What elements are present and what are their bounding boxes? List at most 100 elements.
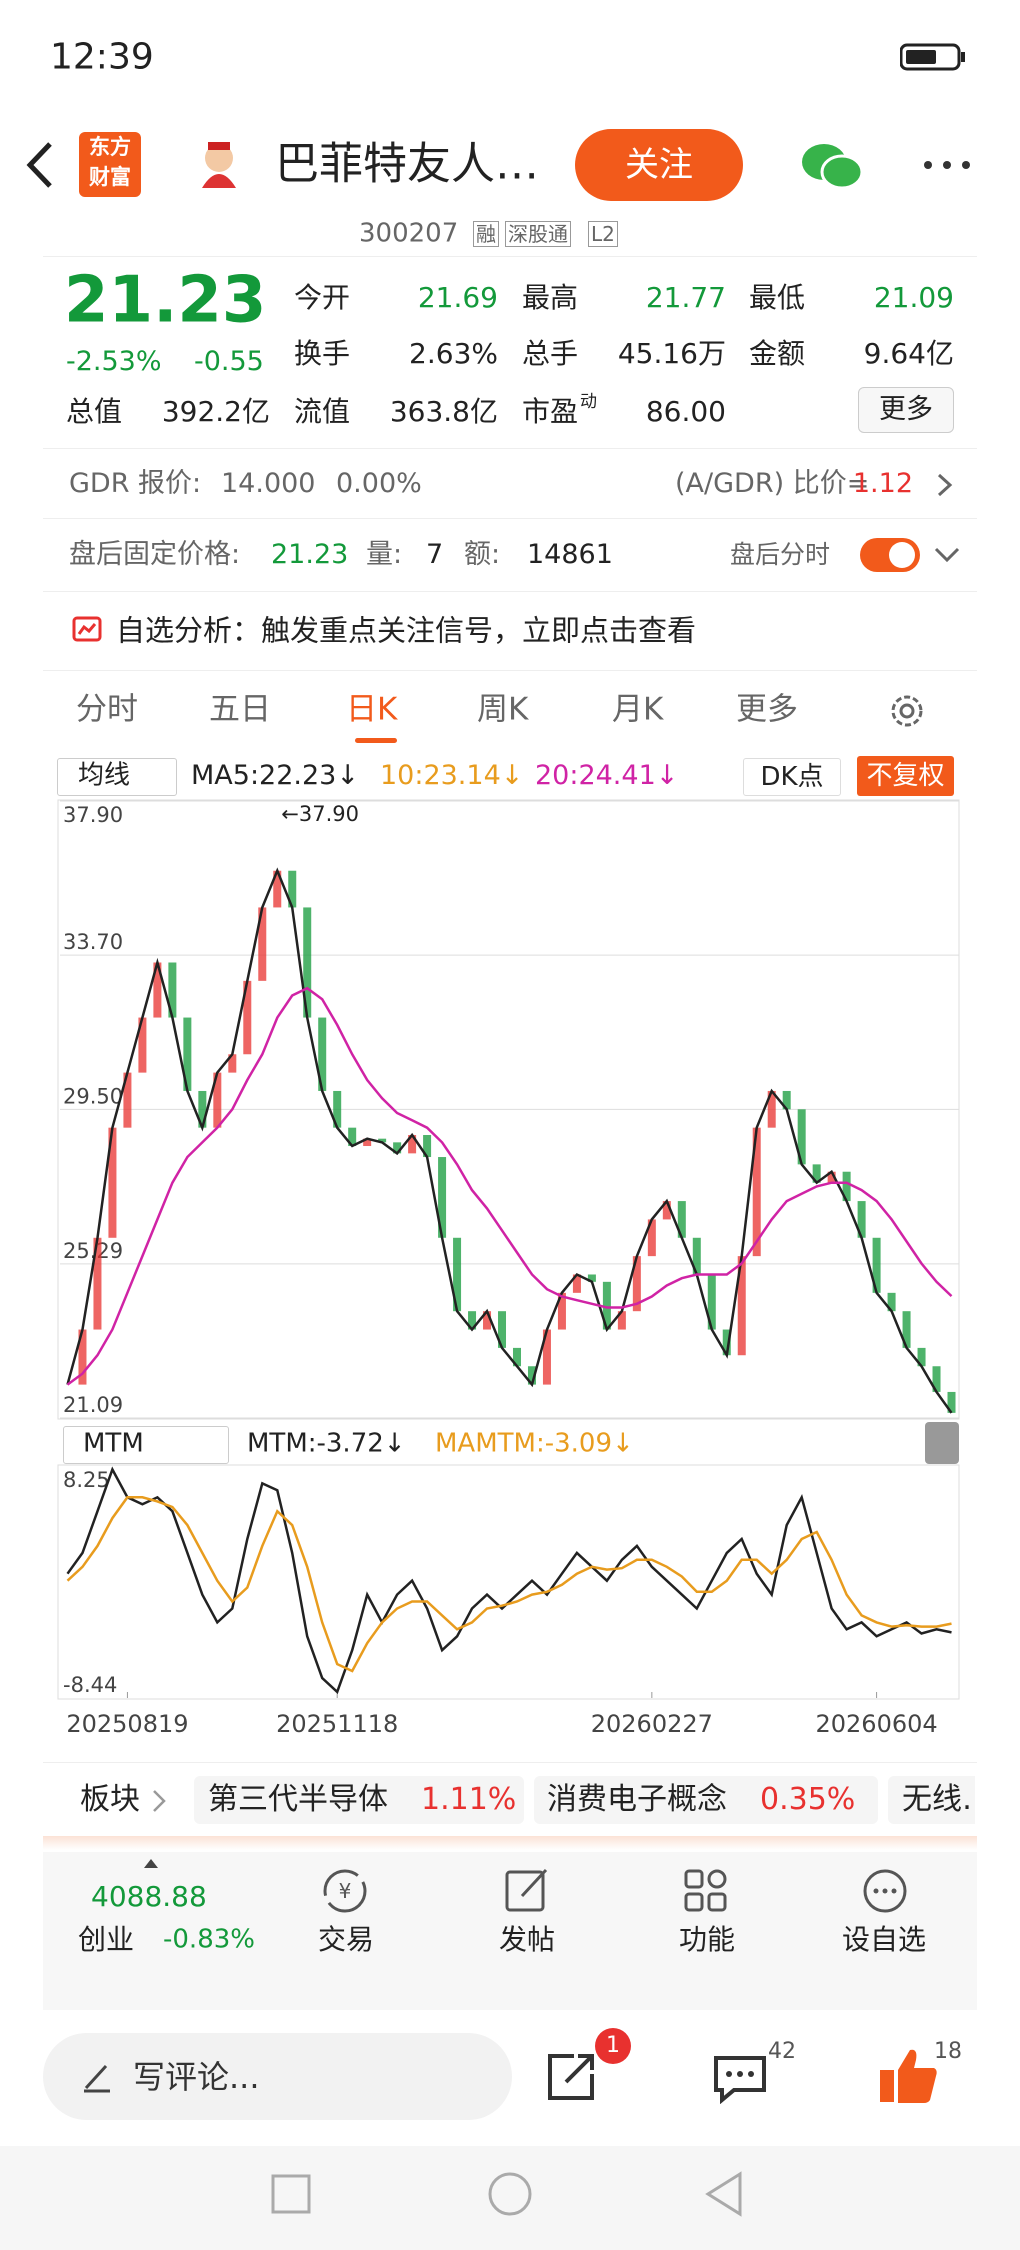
y-tick-label: -8.44 — [63, 1673, 117, 1697]
watchlist-icon[interactable] — [861, 1867, 909, 1915]
tab-indicator — [355, 738, 397, 743]
candle — [168, 962, 177, 1018]
candle — [557, 1292, 566, 1330]
chevron — [153, 1790, 166, 1812]
logo-text: 东方 — [89, 135, 131, 159]
post-icon[interactable] — [502, 1866, 552, 1916]
dock-item[interactable]: 交易 — [318, 1923, 375, 1957]
dk-button[interactable]: DK点 — [743, 758, 841, 796]
promo-text[interactable]: 自选分析：触发重点关注信号，立即点击查看 — [116, 613, 697, 648]
sector-chip[interactable] — [194, 1776, 524, 1824]
quote-value: 2.63% — [409, 337, 498, 371]
svg-text:¥: ¥ — [339, 1879, 352, 1903]
dock-item[interactable]: 发帖 — [499, 1923, 556, 1957]
sector-name: 消费电子概念 — [547, 1782, 727, 1817]
after-hours-price: 21.23 — [271, 538, 349, 570]
candle — [153, 962, 162, 1018]
candle — [198, 1090, 207, 1128]
comment-input[interactable] — [43, 2033, 512, 2120]
quote-value: 21.69 — [417, 281, 498, 315]
x-tick-label: 20260604 — [816, 1710, 938, 1738]
collapse-button[interactable] — [925, 1422, 959, 1464]
candle — [662, 1201, 671, 1220]
index-change: -0.83% — [163, 1924, 255, 1955]
nav-buttons[interactable] — [270, 2170, 750, 2220]
candle — [947, 1391, 956, 1413]
share-icon[interactable] — [544, 2048, 600, 2104]
tag: L2 — [588, 221, 618, 247]
caret — [144, 1859, 158, 1868]
sector-chip[interactable] — [534, 1776, 878, 1824]
index-name: 创业 — [78, 1923, 135, 1957]
back-button[interactable] — [20, 140, 60, 190]
like-icon[interactable] — [878, 2046, 940, 2106]
amount: 14861 — [527, 538, 613, 570]
toggle[interactable] — [859, 537, 921, 573]
quote-label: 今开 — [294, 281, 351, 315]
avatar — [202, 142, 236, 188]
battery — [900, 43, 965, 71]
candle — [138, 1017, 147, 1073]
chevron[interactable] — [933, 545, 961, 565]
x-tick-label: 20250819 — [66, 1710, 188, 1738]
candle — [542, 1329, 551, 1385]
separator — [43, 1836, 977, 1850]
quote-value: 21.09 — [873, 281, 954, 315]
comment-placeholder[interactable]: 写评论... — [133, 2057, 260, 2096]
trade-icon[interactable]: ¥ — [320, 1866, 370, 1916]
stock-title: 巴菲特友人… — [275, 138, 539, 190]
ma-selector-label[interactable]: 均线 — [78, 760, 131, 791]
candle — [722, 1329, 731, 1356]
sector-change: 1.11% — [421, 1782, 517, 1817]
function-icon[interactable] — [683, 1868, 729, 1914]
follow-button[interactable]: 关注 — [575, 129, 743, 201]
dock-item[interactable]: 功能 — [679, 1923, 736, 1957]
wechat-share[interactable] — [800, 140, 864, 192]
divider — [43, 448, 977, 449]
sector-chip[interactable] — [888, 1776, 975, 1824]
candle — [812, 1164, 821, 1183]
pe-superscript: 动 — [580, 391, 597, 412]
tab[interactable]: 月K — [612, 691, 664, 728]
settings-icon[interactable] — [888, 692, 926, 730]
candle — [213, 1072, 222, 1128]
adjust-button[interactable]: 不复权 — [857, 756, 954, 796]
more-button[interactable]: 更多 — [858, 387, 954, 433]
dock-item[interactable]: 设自选 — [842, 1923, 927, 1957]
divider — [43, 518, 977, 519]
series-line — [66, 1466, 952, 1695]
index-value[interactable]: 4088.88 — [91, 1880, 207, 1914]
logo-text: 财富 — [89, 165, 131, 189]
tab[interactable]: 五日 — [209, 691, 271, 728]
sector-label[interactable]: 板块 — [80, 1782, 140, 1817]
candle — [498, 1311, 507, 1348]
tab[interactable]: 周K — [477, 691, 529, 728]
tab[interactable]: 更多 — [736, 691, 798, 728]
chart-frame — [57, 1464, 960, 1700]
price: 21.23 — [64, 263, 267, 338]
dock — [43, 1852, 977, 2010]
mtm-selector[interactable] — [63, 1426, 229, 1464]
ma-selector[interactable] — [57, 758, 177, 796]
candle — [857, 1201, 866, 1238]
mtm-selector-label[interactable]: MTM — [83, 1428, 144, 1459]
divider — [43, 256, 977, 257]
chevron[interactable] — [935, 472, 955, 498]
divider — [43, 591, 977, 592]
system-nav — [0, 2146, 1020, 2250]
tab-active[interactable]: 日K — [346, 691, 398, 728]
candle — [288, 870, 297, 908]
candle — [318, 1017, 327, 1091]
candle — [468, 1311, 477, 1330]
divider — [43, 1762, 977, 1763]
quote-value: 86.00 — [645, 395, 726, 429]
tab[interactable]: 分时 — [76, 691, 138, 728]
more-menu[interactable] — [920, 155, 976, 175]
series-line — [66, 867, 953, 1414]
candle — [333, 1090, 342, 1128]
candle — [782, 1090, 791, 1110]
after-hours-label: 盘后固定价格: — [69, 538, 241, 570]
candle — [93, 1237, 102, 1330]
quote-label: 最低 — [749, 281, 806, 315]
comments-icon[interactable] — [712, 2052, 768, 2104]
